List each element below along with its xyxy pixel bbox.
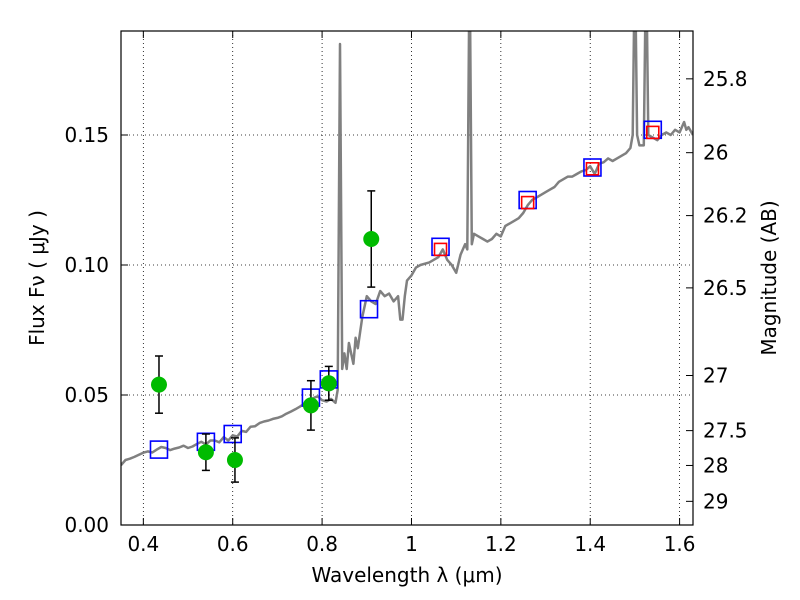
blue-square-marker [359,299,379,319]
green-data-point [302,397,319,414]
red-square-marker [645,125,660,140]
x-tick-label: 1.4 [574,532,606,556]
green-data-point [197,444,214,461]
x-tick-label: 0.8 [306,532,338,556]
red-square-marker [520,195,535,210]
green-data-point [363,231,380,247]
y2-tick-label: 27 [703,364,728,388]
y-tick-label: 0.10 [64,253,109,277]
x-tick-label: 1.2 [485,532,517,556]
blue-square-marker [583,158,602,177]
y2-tick-label: 26.5 [703,276,748,300]
green-data-point [226,452,243,468]
grid-lines [121,31,693,525]
x-tick-label: 0.6 [217,532,249,556]
y2-tick-label: 26 [703,141,728,165]
y-tick-label: 0.00 [64,513,109,537]
blue-square-marker [223,424,243,444]
y2-axis-label: Magnitude (AB) [757,200,781,355]
y2-tick-label: 25.8 [703,67,748,91]
plot-frame [120,30,694,526]
axis-ticks: 0.4 0.6 0.8 1 1.2 1.4 1.6 0.00 0.05 0.10 0.15 25.8 2… [64,31,748,556]
red-square-marker [433,242,448,257]
y2-tick-label: 29 [703,489,728,513]
x-axis-label: Wavelength λ (μm) [311,563,502,587]
x-tick-label: 0.4 [127,532,159,556]
data-layer [121,31,693,483]
x-tick-label: 1 [405,532,418,556]
plot-background [121,31,693,525]
blue-square-marker [149,440,169,459]
y2-tick-label: 26.2 [703,204,748,228]
x-tick-label: 1.6 [664,532,696,556]
y-tick-label: 0.15 [64,123,109,147]
y2-tick-label: 28 [703,453,728,477]
green-data-point [150,376,167,393]
red-square-marker [585,162,600,176]
y-tick-label: 0.05 [64,383,109,407]
green-data-point [320,375,337,392]
y-axis-label: Flux Fν ( μJy ) [25,210,49,346]
y2-tick-label: 27.5 [703,419,748,443]
